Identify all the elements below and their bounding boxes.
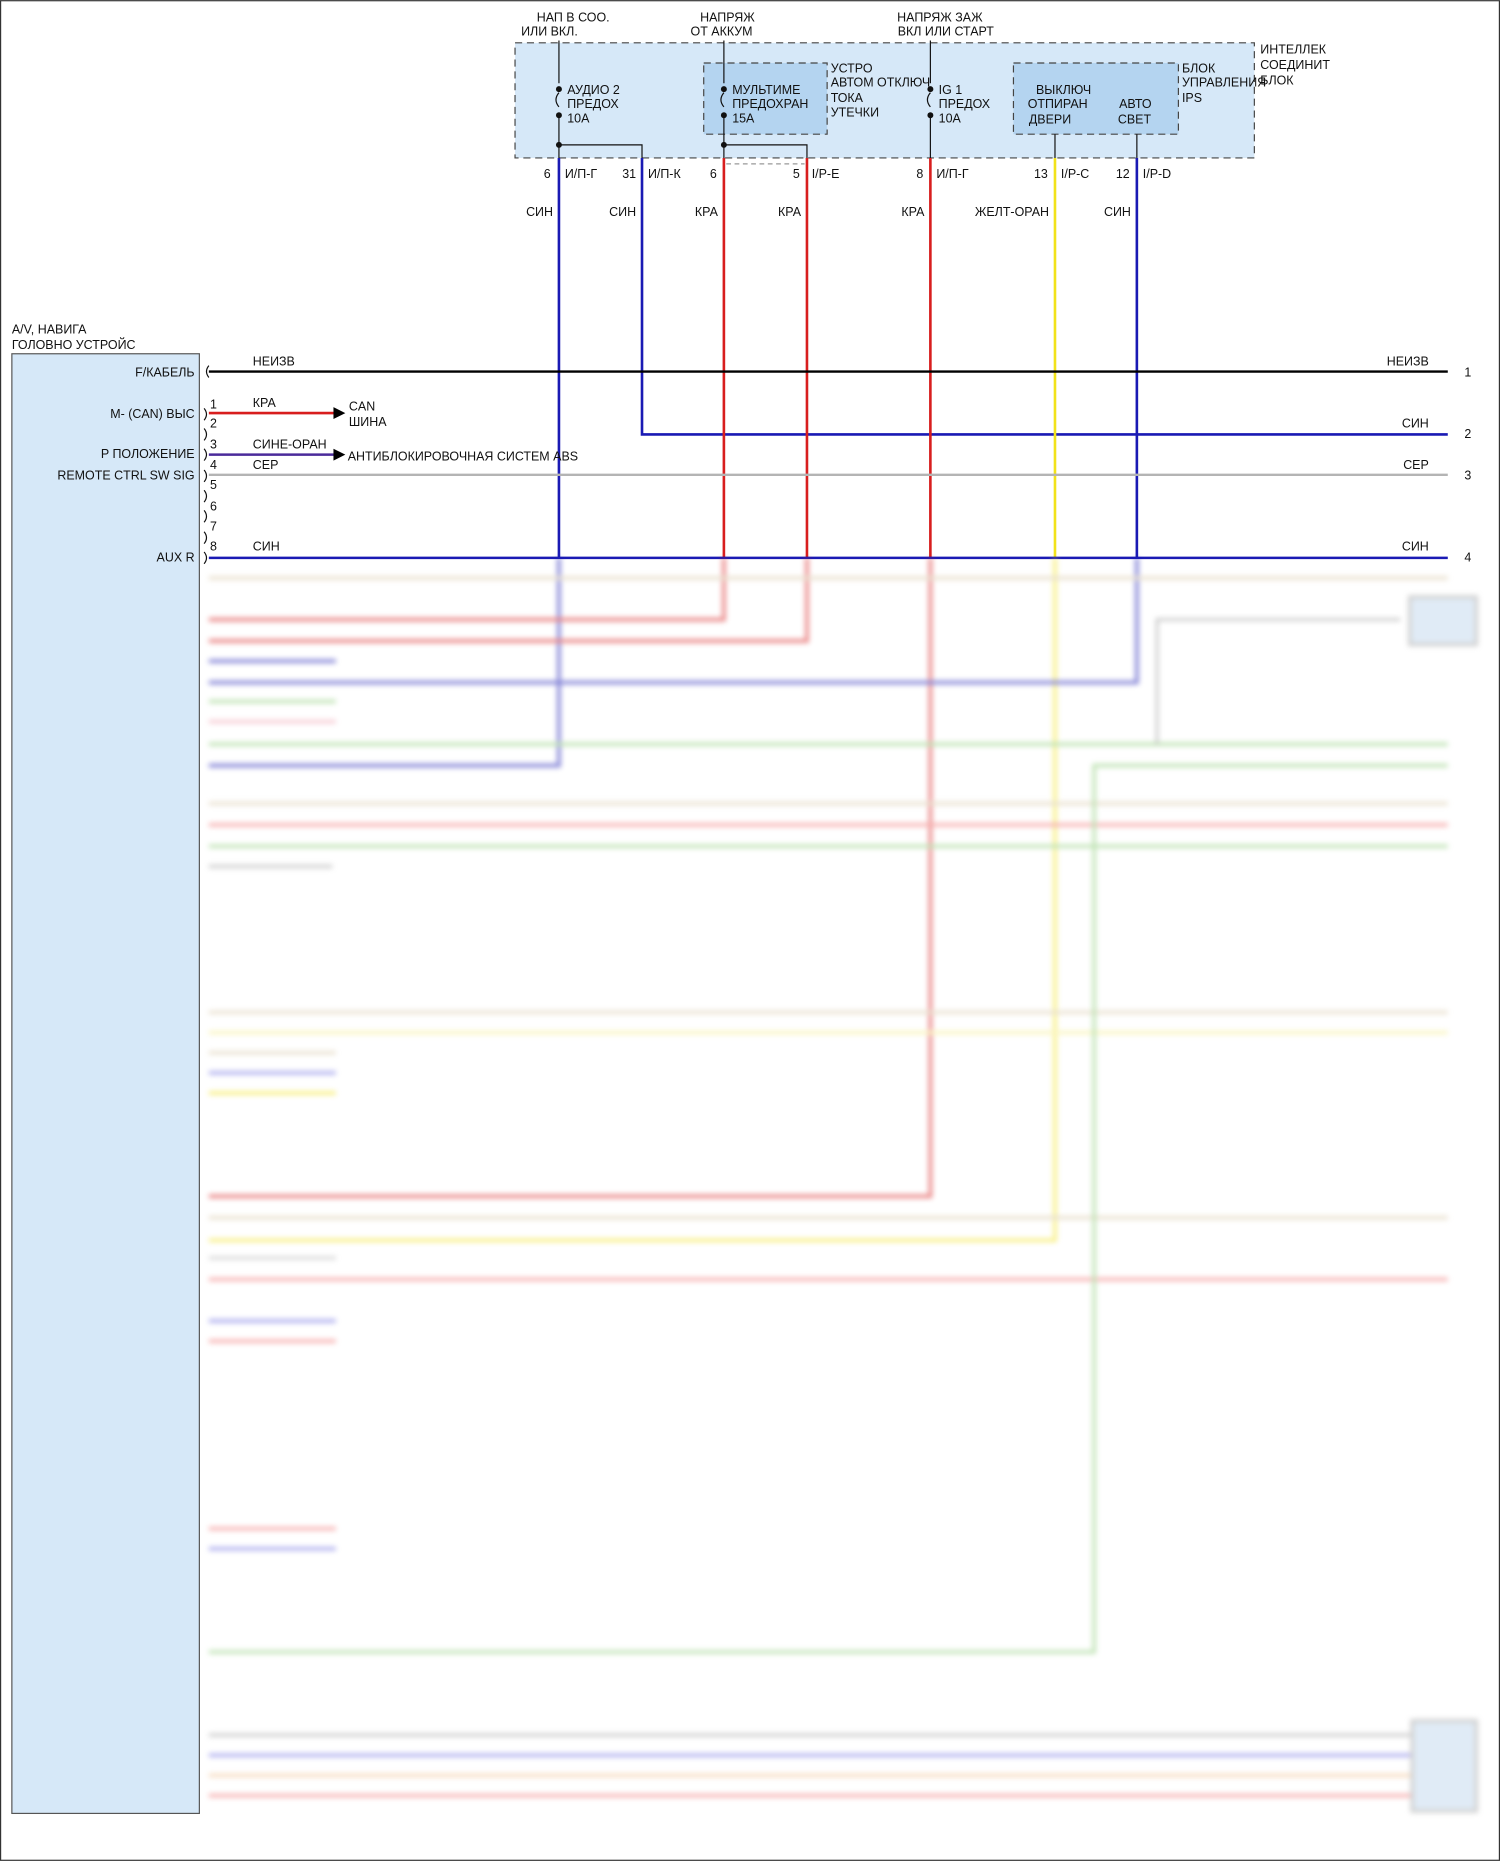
switch-label: СВЕТ [1118,113,1152,127]
svg-text:СИН: СИН [1104,205,1131,219]
head-unit-signals: F/КАБЕЛЬ M- (CAN) ВЫС P ПОЛОЖЕНИЕ REMOTE… [57,365,194,564]
svg-text:СЕР: СЕР [1403,458,1429,472]
svg-text:5: 5 [793,167,800,181]
switch-label: ВЫКЛЮЧ [1036,83,1091,97]
junction-label: ИНТЕЛЛЕК [1260,43,1327,57]
svg-text:6: 6 [710,167,717,181]
svg-text:СИН: СИН [1402,416,1429,430]
ips-label: IPS [1182,91,1202,105]
ips-control-box [1012,62,1179,135]
svg-text:CAN: CAN [349,400,375,414]
pin-labels: 6 И/П-Г 31 И/П-К 6 5 I/P-E 8 И/П-Г 13 I/P-C 1… [526,167,1171,219]
svg-text:AUX R: AUX R [157,550,195,564]
fuse-label: ПРЕДОХ [939,97,991,111]
fuse-label: МУЛЬТИМЕ [732,83,800,97]
svg-text:СИНЕ-ОРАН: СИНЕ-ОРАН [253,438,327,452]
svg-text:M- (CAN) ВЫС: M- (CAN) ВЫС [110,407,194,421]
svg-text:I/P-E: I/P-E [812,167,840,181]
svg-text:ЖЕЛТ-ОРАН: ЖЕЛТ-ОРАН [975,205,1049,219]
fuse-terminals [555,86,934,148]
supply-label: ВКЛ ИЛИ СТАРТ [898,25,995,39]
connector-brackets [203,365,210,565]
svg-text:СИН: СИН [526,205,553,219]
svg-text:1: 1 [1464,365,1471,379]
svg-text:СИН: СИН [253,540,280,554]
svg-text:И/П-К: И/П-К [648,167,682,181]
svg-text:2: 2 [210,416,217,430]
svg-text:I/P-D: I/P-D [1143,167,1171,181]
svg-text:P ПОЛОЖЕНИЕ: P ПОЛОЖЕНИЕ [101,447,195,461]
supply-label: ОТ АККУМ [691,25,753,39]
svg-text:REMOTE CTRL SW SIG: REMOTE CTRL SW SIG [57,469,194,483]
pin-numbers: 1 2 3 4 5 6 7 8 [210,397,217,553]
device-label: АВТОМ ОТКЛЮЧ [831,76,931,90]
switch-label: ОТПИРАН [1028,97,1088,111]
svg-text:8: 8 [210,540,217,554]
fuse-label: IG 1 [939,83,963,97]
junction-label: СОЕДИНИТ [1260,58,1330,72]
svg-text:4: 4 [210,458,217,472]
svg-text:3: 3 [1464,469,1471,483]
svg-text:12: 12 [1116,167,1130,181]
svg-text:АНТИБЛОКИРОВОЧНАЯ СИСТЕМ ABS: АНТИБЛОКИРОВОЧНАЯ СИСТЕМ ABS [348,450,578,464]
svg-text:6: 6 [210,499,217,513]
switch-label: ДВЕРИ [1029,113,1071,127]
fuse-label: 10А [939,111,962,125]
fuse-label: АУДИО 2 [567,83,620,97]
junction-label: БЛОК [1260,73,1294,87]
horizontal-wires [208,370,1448,560]
svg-text:СЕР: СЕР [253,458,279,472]
svg-text:НЕИЗВ: НЕИЗВ [253,355,295,369]
supply-label: НАПРЯЖ [700,10,755,24]
svg-text:1: 1 [210,397,217,411]
svg-text:НЕИЗВ: НЕИЗВ [1387,355,1429,369]
svg-text:ШИНА: ШИНА [349,415,387,429]
head-unit-box [11,353,200,1815]
device-label: УТЕЧКИ [831,105,879,119]
fuse-label: 15А [732,111,755,125]
svg-text:13: 13 [1034,167,1048,181]
svg-text:F/КАБЕЛЬ: F/КАБЕЛЬ [135,365,194,379]
device-label: УСТРО [831,62,873,76]
ips-label: БЛОК [1182,62,1216,76]
svg-text:31: 31 [622,167,636,181]
fuse-label: ПРЕДОХРАН [732,97,808,111]
svg-text:КРА: КРА [778,205,802,219]
device-label: ТОКА [831,91,864,105]
svg-text:КРА: КРА [901,205,925,219]
head-unit-title: A/V, НАВИГА [12,323,87,337]
ips-label: УПРАВЛЕНИЯ [1182,76,1266,90]
svg-text:I/P-C: I/P-C [1061,167,1089,181]
wire-labels: НЕИЗВ НЕИЗВ 1 КРА CAN ШИНА СИНЕ-ОРАН АНТ… [253,355,1472,565]
arrow-icon [333,407,346,461]
supply-label: НАПРЯЖ ЗАЖ [897,10,983,24]
head-unit-title: ГОЛОВНО УСТРОЙС [12,337,136,352]
svg-text:4: 4 [1464,550,1471,564]
blurred-lower-diagram [208,557,1479,1813]
svg-text:8: 8 [916,167,923,181]
switch-label: АВТО [1119,97,1152,111]
vertical-wires [557,157,1448,558]
fuse-label: 10А [567,111,590,125]
svg-text:7: 7 [210,520,217,534]
svg-text:СИН: СИН [609,205,636,219]
svg-text:5: 5 [210,478,217,492]
svg-text:КРА: КРА [695,205,719,219]
internal-wiring [555,40,1138,158]
svg-text:6: 6 [544,167,551,181]
fuse-label: ПРЕДОХ [567,97,619,111]
svg-text:СИН: СИН [1402,540,1429,554]
svg-text:И/П-Г: И/П-Г [936,167,969,181]
svg-text:И/П-Г: И/П-Г [565,167,598,181]
svg-text:3: 3 [210,438,217,452]
svg-text:2: 2 [1464,427,1471,441]
supply-label: НАП В СОО. [537,10,610,24]
svg-text:КРА: КРА [253,396,277,410]
supply-label: ИЛИ ВКЛ. [521,25,578,39]
